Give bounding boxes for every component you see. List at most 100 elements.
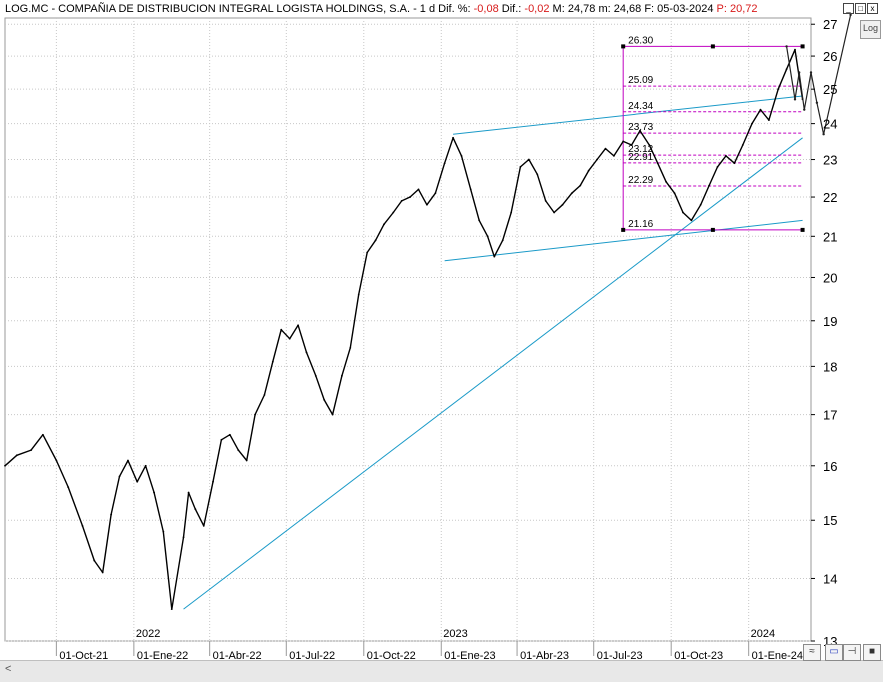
y-tick-label: 19: [823, 314, 837, 329]
price-point: [194, 508, 197, 510]
fill-square-icon[interactable]: ■: [863, 644, 881, 661]
price-point: [622, 140, 625, 143]
price-point: [110, 513, 113, 516]
price-point: [493, 255, 496, 258]
save-icon[interactable]: ▭: [825, 644, 843, 661]
price-point: [30, 449, 33, 452]
y-tick-label: 26: [823, 49, 837, 64]
price-point: [452, 136, 454, 139]
trendline: [183, 137, 803, 610]
year-label: 2022: [136, 628, 160, 640]
price-point: [162, 530, 165, 533]
price-point: [794, 48, 796, 51]
close-button[interactable]: x: [867, 3, 878, 14]
instrument-title: LOG.MC - COMPAÑIA DE DISTRIBUCION INTEGR…: [5, 3, 436, 15]
price-point: [426, 203, 428, 206]
pin-icon[interactable]: ⊣: [843, 644, 861, 661]
projection-path[interactable]: [785, 13, 852, 136]
price-point: [777, 88, 780, 91]
price-point: [349, 346, 352, 349]
price-point: [55, 459, 58, 462]
price-point: [400, 199, 403, 202]
horizontal-scrollbar[interactable]: [0, 660, 883, 682]
price-point: [604, 147, 607, 150]
price-point: [357, 293, 360, 296]
x-tick-label: 01-Jul-22: [289, 650, 335, 662]
price-point: [93, 559, 96, 562]
fib-level-label: 23.12: [628, 144, 653, 155]
date-value: 05-03-2024: [657, 3, 714, 15]
minimize-button[interactable]: _: [843, 3, 854, 14]
price-point: [785, 68, 788, 71]
price-point: [271, 360, 274, 363]
price-point: [81, 524, 84, 527]
x-tick-label: 01-Ene-24: [752, 650, 803, 662]
y-tick-label: 27: [823, 17, 837, 32]
price-point: [639, 129, 641, 132]
dif-value: -0,02: [524, 3, 550, 15]
fib-level-label: 26.30: [628, 35, 653, 46]
price-point: [673, 192, 676, 195]
y-tick-label: 21: [823, 229, 837, 244]
maximize-button[interactable]: □: [855, 3, 866, 14]
y-tick-label: 15: [823, 513, 837, 528]
price-point: [101, 571, 104, 574]
price-point: [288, 337, 291, 340]
price-point: [305, 351, 308, 354]
price-point: [118, 475, 121, 478]
projection-point: [809, 71, 813, 74]
fib-level-label: 23.73: [628, 122, 653, 133]
x-tick-label: 01-Oct-23: [674, 650, 723, 662]
price-series: [4, 48, 804, 611]
price-point: [323, 398, 326, 401]
min-label: m:: [598, 3, 611, 15]
price-point: [561, 203, 564, 206]
price-point: [665, 180, 668, 183]
fib-handle: [710, 227, 715, 232]
max-label: M:: [552, 3, 565, 15]
price-point: [478, 219, 481, 222]
price-point: [331, 413, 334, 416]
price-point: [314, 374, 317, 377]
price-point: [41, 433, 44, 436]
dif-pct-label: Dif. %:: [438, 3, 471, 15]
price-point: [245, 459, 248, 462]
price-point: [733, 162, 736, 165]
toolbar-wave-icon[interactable]: ≈: [803, 644, 821, 661]
scroll-left-arrow-icon[interactable]: <: [5, 663, 12, 675]
projection-point: [785, 45, 788, 48]
fib-handle: [621, 44, 626, 49]
x-tick-label: 01-Jul-23: [597, 650, 643, 662]
log-scale-button[interactable]: Log: [860, 20, 881, 39]
price-point: [527, 158, 530, 161]
price-point: [263, 394, 266, 396]
fib-level-label: 22.29: [628, 175, 653, 186]
price-point: [136, 480, 139, 483]
price-point: [374, 239, 377, 242]
x-axis: 01-Oct-21 01-Ene-22 01-Abr-22 01-Jul-22 01-O…: [55, 628, 803, 662]
price-point: [544, 199, 547, 202]
dif-label: Dif.:: [501, 3, 522, 15]
price-point: [469, 188, 472, 191]
dif-pct-value: -0,08: [473, 3, 499, 15]
y-tick-label: 17: [823, 408, 837, 423]
x-tick-label: 01-Ene-23: [444, 650, 495, 662]
price-point: [630, 144, 633, 146]
trendlines[interactable]: [183, 95, 803, 610]
price-point: [587, 169, 590, 172]
chart-header: LOG.MC - COMPAÑIA DE DISTRIBUCION INTEGR…: [5, 3, 758, 15]
projection-point: [849, 13, 852, 17]
price-point: [767, 119, 770, 122]
price-point: [383, 223, 385, 226]
x-tick-label: 01-Ene-22: [137, 650, 188, 662]
year-label: 2023: [443, 628, 467, 640]
y-tick-label: 20: [823, 270, 837, 285]
y-tick-label: 25: [823, 82, 837, 97]
projection-point: [822, 133, 825, 136]
price-point: [596, 158, 598, 161]
price-point: [182, 536, 185, 539]
price-point: [648, 144, 651, 146]
